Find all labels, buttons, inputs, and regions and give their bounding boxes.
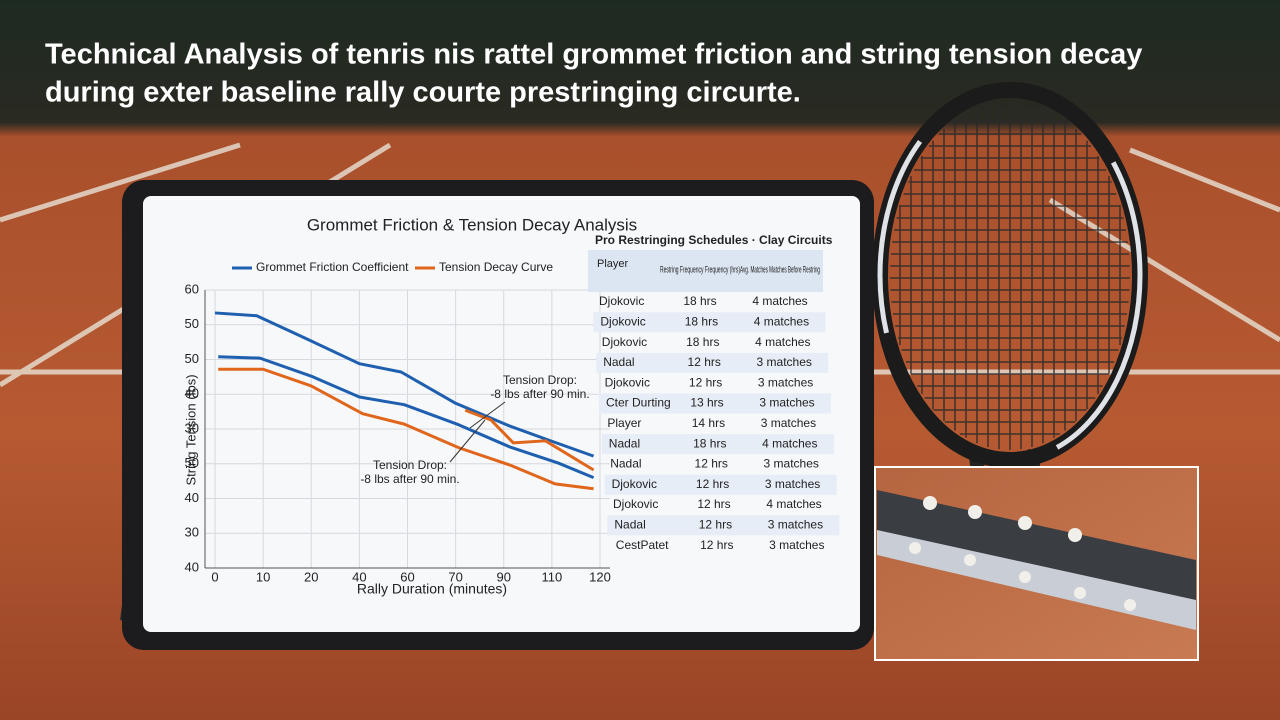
table-cell: CestPatet xyxy=(616,538,669,552)
x-tick-label: 70 xyxy=(448,569,462,584)
table-header: Restring Frequency Frequency (hrs) xyxy=(660,264,740,274)
table-cell: 3 matches xyxy=(768,517,823,531)
y-tick-label: 60 xyxy=(185,281,199,296)
table-cell: Djokovic xyxy=(605,375,650,389)
table-cell: 18 hrs xyxy=(693,436,726,450)
legend-label: Grommet Friction Coefficient xyxy=(256,260,409,274)
headline: during exter baseline rally courte prest… xyxy=(45,77,801,109)
table-cell: Nadal xyxy=(609,436,640,450)
legend-label: Tension Decay Curve xyxy=(439,260,553,274)
table-cell: 18 hrs xyxy=(685,314,718,328)
y-tick-label: 50 xyxy=(185,455,199,470)
headline: Technical Analysis of tenris nis rattel … xyxy=(45,39,1142,71)
annotation: -8 lbs after 90 min. xyxy=(490,387,589,401)
table-cell: Djokovic xyxy=(612,477,657,491)
data-line xyxy=(218,355,595,480)
y-tick-label: 50 xyxy=(185,316,199,331)
table-cell: Cter Durting xyxy=(606,396,671,410)
annotation-pointer xyxy=(449,419,486,463)
x-tick-label: 60 xyxy=(400,569,414,584)
table-cell: 4 matches xyxy=(754,314,809,328)
data-line xyxy=(218,367,594,491)
table-cell: 18 hrs xyxy=(686,335,719,349)
y-tick-label: 40 xyxy=(185,559,199,574)
y-tick-label: 50 xyxy=(185,351,199,366)
table-cell: 4 matches xyxy=(766,497,821,511)
data-line xyxy=(214,311,595,458)
table-cell: Djokovic xyxy=(600,314,645,328)
annotation-pointer xyxy=(469,401,506,429)
table-cell: 3 matches xyxy=(761,416,816,430)
y-tick-label: 40 xyxy=(185,490,199,505)
x-tick-label: 40 xyxy=(352,569,366,584)
table-cell: 4 matches xyxy=(752,294,807,308)
table-row-bg xyxy=(593,312,826,333)
table-title: Pro Restringing Schedules · Clay Circuit… xyxy=(595,233,833,247)
inset-photo xyxy=(874,466,1199,661)
table-row-bg xyxy=(601,434,834,455)
table-cell: 3 matches xyxy=(759,396,814,410)
y-tick-label: 30 xyxy=(185,525,199,540)
chart-title: Grommet Friction & Tension Decay Analysi… xyxy=(307,215,637,234)
table-cell: Djokovic xyxy=(602,335,647,349)
table-cell: Nadal xyxy=(614,517,645,531)
table-header: Avg. Matches Matches Before Restring xyxy=(740,264,820,274)
table-cell: Nadal xyxy=(610,457,641,471)
table-cell: 12 hrs xyxy=(688,355,721,369)
table-cell: 3 matches xyxy=(769,538,824,552)
x-tick-label: 10 xyxy=(256,569,270,584)
annotation: -8 lbs after 90 min. xyxy=(360,472,459,486)
table-cell: 12 hrs xyxy=(697,497,730,511)
table-cell: Nadal xyxy=(603,355,634,369)
table-cell: 12 hrs xyxy=(696,477,729,491)
table-row-bg xyxy=(607,515,840,536)
table-cell: 4 matches xyxy=(755,335,810,349)
table-cell: 12 hrs xyxy=(695,457,728,471)
racquet xyxy=(872,82,1148,521)
table-row-bg xyxy=(604,474,837,495)
table-cell: 4 matches xyxy=(762,436,817,450)
y-tick-label: 40 xyxy=(185,386,199,401)
table-cell: 18 hrs xyxy=(683,294,716,308)
x-tick-label: 20 xyxy=(304,569,318,584)
table-cell: 3 matches xyxy=(765,477,820,491)
x-tick-label: 90 xyxy=(497,569,511,584)
y-tick-label: 30 xyxy=(185,420,199,435)
x-tick-label: 0 xyxy=(211,569,218,584)
x-axis-label: Rally Duration (minutes) xyxy=(357,581,507,597)
annotation: Tension Drop: xyxy=(503,373,577,387)
table-cell: 12 hrs xyxy=(700,538,733,552)
y-axis-label: String Tension (lbs) xyxy=(183,374,198,485)
table-cell: 13 hrs xyxy=(690,396,723,410)
table-cell: 12 hrs xyxy=(699,517,732,531)
annotation: Tension Drop: xyxy=(373,458,447,472)
table-row-bg xyxy=(599,393,831,414)
table-cell: Player xyxy=(607,416,641,430)
table-header-bg xyxy=(588,250,823,292)
table-header: Player xyxy=(597,258,629,270)
table-cell: 3 matches xyxy=(758,375,813,389)
x-tick-label: 110 xyxy=(542,569,563,584)
table-cell: 14 hrs xyxy=(692,416,725,430)
x-tick-label: 120 xyxy=(589,569,611,584)
table-cell: 3 matches xyxy=(764,457,819,471)
table-cell: Djokovic xyxy=(613,497,658,511)
data-line xyxy=(464,408,595,472)
table-cell: 3 matches xyxy=(757,355,812,369)
table-cell: Djokovic xyxy=(599,294,644,308)
table-cell: 12 hrs xyxy=(689,375,722,389)
table-row-bg xyxy=(596,352,829,373)
